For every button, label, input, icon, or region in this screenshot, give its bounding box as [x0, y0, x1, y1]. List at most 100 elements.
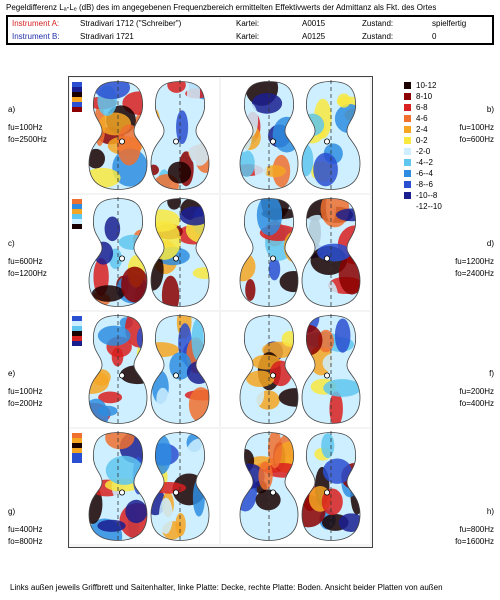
heatmap-panel-c: [70, 195, 219, 310]
instrument-a-zustand-label: Zustand:: [362, 19, 394, 28]
heatmap-panel-f: [221, 312, 370, 427]
heat-blob: [322, 352, 350, 374]
heat-blob: [151, 481, 187, 494]
fingerboard-strip-segment: [72, 102, 82, 107]
heat-blob: [89, 148, 106, 169]
heat-blob: [136, 326, 147, 350]
heat-blob: [91, 285, 125, 302]
heat-blob: [151, 108, 160, 133]
heat-blob: [121, 266, 147, 303]
legend-swatch: [404, 126, 411, 133]
heat-blob: [321, 433, 335, 459]
fingerboard-strip-segment: [72, 433, 82, 438]
fingerboard-strip-segment: [72, 219, 82, 224]
instrument-a-label: Instrument A:: [12, 19, 60, 28]
heat-blob: [186, 438, 209, 470]
heat-blob: [156, 387, 170, 412]
heat-blob: [281, 330, 298, 347]
heat-blob: [192, 267, 209, 279]
violin-plate-outline: [301, 81, 361, 190]
legend-swatch: [404, 82, 411, 89]
heat-blob: [93, 241, 114, 265]
heat-blob: [340, 402, 360, 424]
fingerboard-strip-segment: [72, 326, 82, 331]
soundpost-marker: [324, 138, 331, 145]
violin-plate-outline: [88, 315, 148, 424]
heat-blob: [176, 110, 189, 144]
admittance-plot-grid: [68, 76, 373, 548]
heatmap-panel-h: [221, 429, 370, 544]
violin-plate-outline: [150, 315, 210, 424]
heat-blob: [167, 161, 192, 184]
fingerboard-strip-segment: [72, 453, 82, 458]
violin-plate-outline: [239, 198, 299, 307]
heat-blob: [240, 150, 255, 177]
legend-swatch: [404, 170, 411, 177]
instrument-a-zustand-value: spielfertig: [432, 19, 467, 28]
heatmap-panel-d: [221, 195, 370, 310]
panel-f-label: f) fu=200Hz fo=400Hz: [459, 369, 494, 408]
heat-blob: [104, 216, 121, 242]
violin-plate-outline: [88, 198, 148, 307]
instrument-b-name: Stradivari 1721: [80, 32, 134, 41]
fingerboard-strip-segment: [72, 341, 82, 346]
soundpost-marker: [270, 138, 277, 145]
soundpost-marker: [173, 489, 180, 496]
heat-blob: [179, 206, 209, 226]
heat-blob: [167, 198, 182, 210]
heat-blob: [302, 144, 314, 177]
heat-blob: [151, 164, 159, 176]
instrument-info-box: Instrument A: Stradivari 1712 ("Schreibe…: [6, 15, 494, 45]
fingerboard-strip-segment: [72, 97, 82, 102]
heat-blob: [240, 121, 252, 153]
heat-blob: [323, 379, 360, 397]
panel-c-label: c) fu=600Hz fo=1200Hz: [8, 239, 47, 278]
heat-blob: [267, 432, 282, 469]
heat-blob: [167, 81, 186, 93]
violin-plate-outline: [88, 432, 148, 541]
heat-blob: [334, 104, 360, 134]
heat-blob: [97, 325, 131, 346]
panel-e-label: e) fu=100Hz fo=200Hz: [8, 369, 43, 408]
heat-blob: [268, 257, 281, 281]
fingerboard-strip-segment: [72, 92, 82, 97]
heat-blob: [192, 478, 205, 517]
instrument-b-zustand-value: 0: [432, 32, 437, 41]
heat-blob: [111, 347, 124, 367]
violin-plate-outline: [239, 81, 299, 190]
instrument-a-name: Stradivari 1712 ("Schreiber"): [80, 19, 182, 28]
legend-swatch: [404, 181, 411, 188]
heat-blob: [279, 270, 298, 293]
heat-blob: [97, 519, 126, 532]
heat-blob: [151, 209, 181, 232]
soundpost-marker: [324, 255, 331, 262]
heat-blob: [158, 497, 173, 534]
violin-plate-outline: [150, 81, 210, 190]
fingerboard-strip-segment: [72, 443, 82, 448]
heat-blob: [278, 388, 298, 407]
heat-blob: [116, 124, 142, 166]
heat-blob: [191, 318, 204, 361]
heatmap-panel-b: [221, 78, 370, 193]
heat-blob: [334, 318, 351, 353]
soundpost-marker: [119, 138, 126, 145]
heat-blob: [313, 152, 338, 187]
fingerboard-strip-segment: [72, 214, 82, 219]
fingerboard-strip-segment: [72, 316, 82, 321]
instrument-a-kartei-label: Kartei:: [236, 19, 260, 28]
heat-blob: [105, 432, 135, 450]
instrument-b-zustand-label: Zustand:: [362, 32, 394, 41]
violin-plate-outline: [301, 315, 361, 424]
heat-blob: [105, 455, 144, 485]
soundpost-marker: [324, 489, 331, 496]
heat-blob: [120, 365, 147, 385]
heat-blob: [322, 458, 352, 484]
violin-plate-outline: [239, 315, 299, 424]
fingerboard-strip-segment: [72, 448, 82, 453]
heat-blob: [134, 111, 147, 138]
heatmap-panel-a: [70, 78, 219, 193]
heat-blob: [302, 324, 323, 356]
panel-a-label: a) fu=100Hz fo=2500Hz: [8, 105, 47, 144]
panel-g-label: g) fu=400Hz fo=800Hz: [8, 507, 43, 546]
fingerboard-strip-segment: [72, 199, 82, 204]
